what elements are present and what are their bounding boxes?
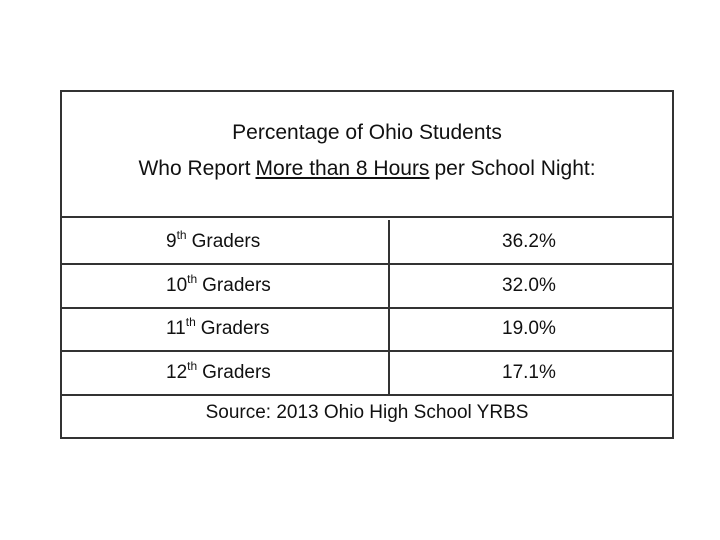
grade-suffix: th [176, 228, 187, 242]
grade-suffix: th [187, 359, 198, 373]
grade-label: Graders [191, 231, 261, 252]
title-part: Who Report [138, 157, 251, 180]
title-line: Who Report More than 8 Hours per School Ni… [62, 151, 672, 187]
table-row: 12th Graders 17.1% [62, 351, 672, 396]
table-row: 9th Graders 36.2% [62, 220, 672, 265]
grade-number: 10 [166, 275, 188, 296]
grade-suffix: th [185, 315, 196, 329]
value-cell: 32.0% [502, 275, 556, 296]
grade-number: 9 [166, 231, 177, 252]
grade-suffix: th [187, 272, 198, 286]
grade-cell: 10th Graders [166, 272, 271, 297]
grade-number: 11 [166, 318, 186, 339]
title: Percentage of Ohio Students Who Report Mo… [62, 92, 672, 218]
value-cell: 36.2% [502, 231, 556, 252]
grade-cell: 9th Graders [166, 228, 261, 253]
grade-label: Graders [202, 362, 271, 383]
title-emphasis: More than 8 Hours [255, 157, 430, 180]
value-cell: 17.1% [502, 362, 556, 383]
value-cell: 19.0% [502, 318, 556, 339]
grade-number: 12 [166, 362, 188, 383]
column-divider [388, 220, 390, 395]
source: Source: 2013 Ohio High School YRBS [205, 402, 529, 423]
table-row: 11th Graders 19.0% [62, 307, 672, 352]
title-part: per School Night: [434, 157, 596, 180]
grade-cell: 12th Graders [166, 359, 271, 384]
table-row: 10th Graders 32.0% [62, 264, 672, 309]
grade-label: Graders [200, 318, 270, 339]
grade-cell: 11th Graders [166, 315, 270, 340]
grade-label: Graders [202, 275, 271, 296]
table-box: Percentage of Ohio Students Who Report Mo… [60, 90, 674, 439]
title-line: Percentage of Ohio Students [232, 121, 502, 144]
